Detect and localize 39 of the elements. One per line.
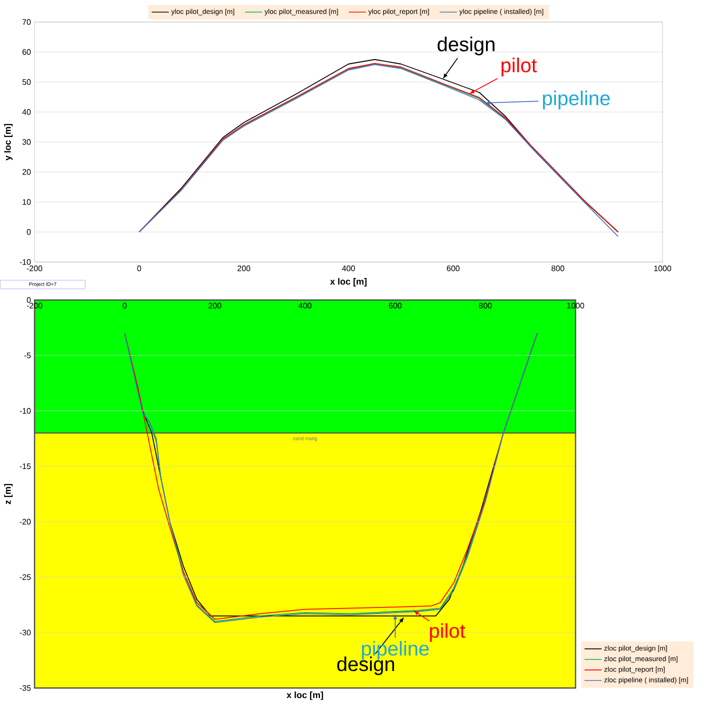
annotation: pilot [430, 623, 466, 642]
y-tick-label: -15 [20, 463, 31, 470]
annotation: pipeline [543, 90, 610, 110]
annotation: design [438, 36, 495, 56]
y-tick-label: -10 [20, 259, 31, 265]
x-tick-label: -200 [27, 266, 42, 272]
y-tick-label: -10 [20, 408, 31, 414]
x-tick-label: 1000 [567, 302, 584, 308]
y-tick-label: -25 [20, 574, 31, 580]
y-tick-label: 60 [22, 49, 31, 55]
y-tick-label: -35 [20, 685, 31, 691]
x-axis-title: x loc [m] [286, 692, 324, 700]
y-tick-label: 40 [22, 109, 31, 115]
y-tick-label: -30 [20, 630, 31, 636]
x-tick-label: 600 [389, 302, 402, 308]
x-tick-label: 400 [342, 266, 356, 272]
x-tick-label: 200 [208, 302, 222, 308]
y-tick-label: 50 [22, 79, 31, 85]
x-tick-label: 0 [138, 266, 142, 272]
y-tick-label: 0 [27, 297, 31, 303]
y-tick-label: -5 [24, 352, 31, 358]
x-tick-label: 200 [238, 266, 250, 272]
x-axis-title: x loc [m] [330, 278, 367, 286]
y-tick-label: 10 [22, 199, 31, 205]
y-tick-label: 70 [22, 19, 31, 25]
x-tick-label: 600 [447, 266, 460, 272]
y-tick-label: -20 [20, 518, 31, 525]
x-tick-label: 800 [552, 266, 564, 272]
y-axis-title: z [m] [4, 484, 13, 504]
y-tick-label: 30 [22, 139, 31, 145]
y-axis-title: y loc [m] [4, 124, 13, 160]
x-tick-label: 1000 [654, 266, 672, 272]
annotation: pilot [502, 58, 538, 76]
x-tick-label: 0 [123, 302, 127, 308]
x-tick-label: 400 [298, 302, 312, 308]
y-tick-label: 20 [22, 169, 31, 175]
x-tick-label: -200 [27, 302, 42, 308]
x-tick-label: 800 [479, 302, 492, 308]
y-tick-label: 0 [27, 229, 31, 235]
